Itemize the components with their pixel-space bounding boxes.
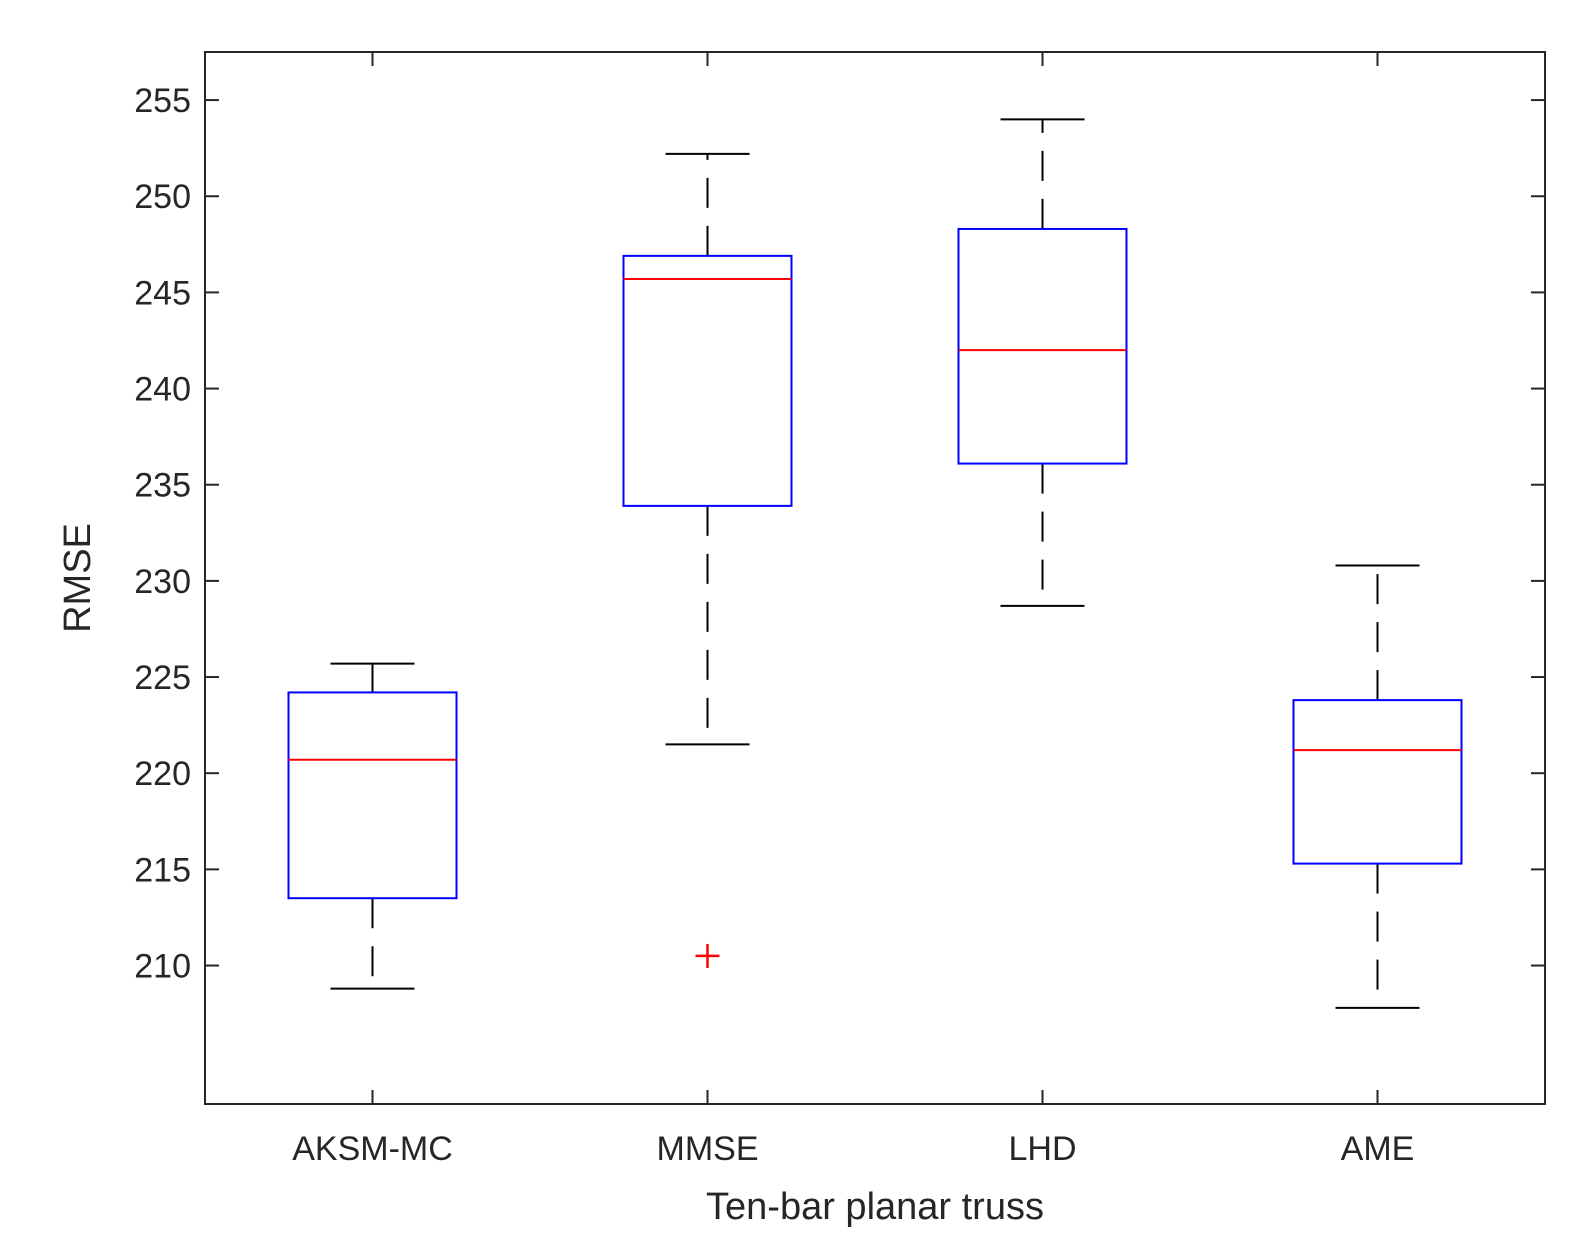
iqr-box-lhd <box>957 227 1128 465</box>
y-axis: 210 215 220 225 230 235 240 245 250 255 <box>134 82 1545 986</box>
outlier-mmse-0 <box>695 943 720 968</box>
y-tick-label-250: 250 <box>134 178 191 216</box>
box-mmse <box>622 152 793 968</box>
x-axis-label: Ten-bar planar truss <box>706 1186 1044 1228</box>
x-tick-label-aksm-mc: AKSM-MC <box>292 1130 453 1168</box>
x-tick-label-ame: AME <box>1341 1130 1415 1168</box>
boxes-group <box>287 118 1463 1009</box>
plot-area <box>205 52 1545 1104</box>
box-lhd <box>957 118 1128 607</box>
y-tick-label-220: 220 <box>134 755 191 793</box>
x-tick-label-lhd: LHD <box>1008 1130 1076 1168</box>
iqr-box-aksm-mc <box>287 691 458 900</box>
y-axis-label: RMSE <box>57 523 99 633</box>
y-tick-label-225: 225 <box>134 659 191 697</box>
y-tick-label-230: 230 <box>134 563 191 601</box>
y-tick-label-215: 215 <box>134 851 191 889</box>
plot-frame <box>204 51 1546 1105</box>
y-tick-label-210: 210 <box>134 948 191 986</box>
y-tick-label-235: 235 <box>134 467 191 505</box>
x-tick-label-mmse: MMSE <box>657 1130 759 1168</box>
iqr-box-mmse <box>622 254 793 507</box>
box-ame <box>1292 564 1463 1009</box>
y-tick-label-255: 255 <box>134 82 191 120</box>
x-axis: AKSM-MC MMSE LHD AME <box>292 52 1414 1168</box>
iqr-box-ame <box>1292 699 1463 865</box>
y-tick-label-240: 240 <box>134 371 191 409</box>
y-tick-label-245: 245 <box>134 274 191 312</box>
box-aksm-mc <box>287 662 458 990</box>
